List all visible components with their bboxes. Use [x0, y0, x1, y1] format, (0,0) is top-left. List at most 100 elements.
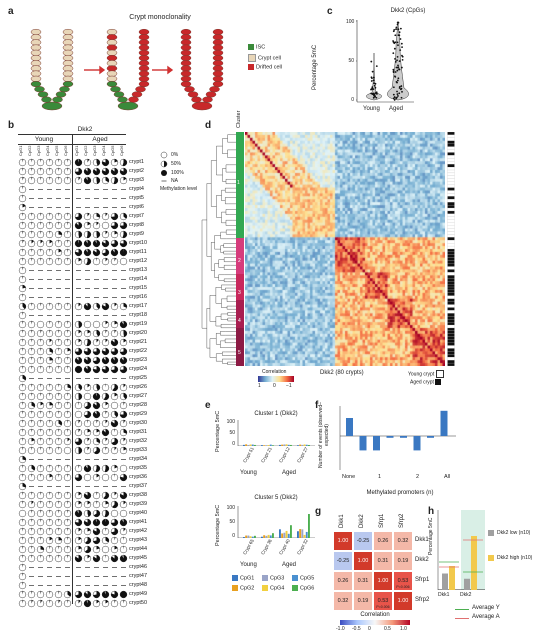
panel-b-cpg-fill — [105, 501, 109, 505]
panel-b-cpg-fill — [114, 321, 118, 325]
panel-b-cpg-fill — [40, 492, 42, 496]
panel-b-cpg-header: CpG4 — [45, 145, 50, 156]
panel-label-g: g — [315, 506, 322, 517]
age-strip-cell — [447, 137, 455, 141]
panel-b-cpg-fill — [22, 492, 24, 496]
panel-h-bar — [464, 578, 470, 590]
panel-b-cpg-fill — [120, 555, 127, 562]
panel-b-cpg-fill — [40, 249, 42, 253]
panel-e-xlabel: Crypt 36 — [260, 538, 273, 556]
panel-e-bar — [261, 536, 263, 538]
panel-b-cpg-fill — [114, 465, 118, 469]
panel-e-legend-swatch — [292, 585, 298, 591]
panel-b-cpg-fill — [40, 177, 42, 181]
panel-b-cpg-fill — [102, 240, 109, 247]
age-strip-cell — [447, 237, 455, 241]
age-strip-cell — [447, 178, 455, 182]
panel-b-cpg-fill — [123, 384, 126, 388]
panel-b-crypt-label: crypt30 — [129, 420, 148, 426]
panel-b-cpg-fill — [22, 303, 26, 310]
panel-b-cpg-fill — [67, 402, 69, 406]
panel-b-cpg-fill — [78, 537, 82, 541]
panel-b-cpg-fill — [93, 393, 100, 400]
age-strip-cell — [447, 143, 455, 147]
age-strip-cell — [447, 158, 455, 162]
panel-b-cpg-fill — [22, 573, 24, 577]
panel-b-crypt-label: crypt4 — [129, 186, 144, 192]
panel-b-cpg-fill — [105, 537, 109, 543]
panel-b-cpg-fill — [22, 168, 24, 172]
panel-b-cpg-fill — [49, 384, 51, 388]
panel-b-cpg-fill — [49, 438, 51, 442]
panel-d-cluster-2: 2 — [238, 258, 241, 264]
panel-h-line-avg-y-swatch — [455, 609, 469, 610]
age-strip-cell — [447, 342, 455, 346]
age-strip-cell — [447, 219, 455, 223]
panel-g-cell: 0.53 P=0.006 — [393, 571, 413, 591]
panel-g-column-label: Dkk1 — [339, 514, 345, 528]
panel-b-cpg-fill — [58, 402, 60, 406]
age-strip-cell — [447, 354, 455, 358]
age-strip-cell — [447, 166, 455, 171]
panel-b-cpg-fill — [31, 177, 33, 181]
panel-b-cpg-fill — [40, 303, 42, 307]
panel-b-cpg-fill — [22, 501, 24, 505]
panel-b-cpg-fill — [67, 159, 69, 163]
panel-g-cell: 0.32 — [333, 591, 353, 611]
panel-f-xtick: All — [444, 474, 451, 480]
panel-e-bar — [245, 535, 248, 538]
panel-b-cpg-fill — [22, 411, 24, 415]
panel-g-cell: 0.31 — [353, 571, 373, 591]
age-strip-cell — [447, 248, 455, 253]
panel-b-cpg-fill — [49, 222, 51, 226]
panel-b-cpg-fill — [22, 330, 24, 334]
panel-h-xlabel-dkk2: Dkk2 — [460, 592, 472, 598]
panel-b-cpg-fill — [95, 465, 100, 472]
panel-b-cpg-fill — [31, 528, 33, 532]
panel-e-xlabel: Crypt 40 — [278, 538, 291, 556]
panel-b-cpg-fill — [67, 231, 69, 235]
age-strip-cell — [447, 316, 455, 320]
panel-b-cpg-fill — [22, 258, 24, 262]
panel-g-cell: 1.00 — [333, 531, 353, 551]
panel-b-cpg-fill — [75, 366, 82, 373]
panel-b-cpg-fill — [67, 384, 71, 389]
panel-g-row-label: Dkk2 — [415, 557, 429, 563]
age-strip-cell — [447, 322, 455, 326]
panel-b-cpg-fill — [75, 348, 82, 355]
panel-b-cpg-fill — [84, 366, 91, 373]
panel-h-legend-high: Dkk2 high (n10) — [497, 555, 533, 561]
panel-b-cpg-fill — [87, 420, 89, 424]
panel-b-cpg-fill — [123, 393, 127, 400]
panel-b-cpg-fill — [122, 231, 127, 238]
panel-d-age-strip — [447, 132, 455, 366]
panel-b-cpg-fill — [87, 555, 91, 559]
age-strip-cell — [447, 225, 455, 229]
panel-b-cpg-fill — [31, 546, 33, 550]
panel-b-cpg-fill — [40, 222, 42, 226]
age-strip-cell — [447, 146, 455, 150]
age-strip-cell — [447, 149, 455, 153]
panel-b-cpg-fill — [58, 357, 60, 361]
panel-b-cpg-fill — [40, 465, 42, 469]
panel-b-cpg-fill — [40, 501, 42, 505]
panel-b-cpg-fill — [67, 249, 69, 253]
panel-b-cpg-fill — [105, 321, 109, 325]
panel-b-cpg-fill — [84, 168, 91, 175]
panel-b-cpg-fill — [67, 411, 69, 415]
panel-b-legend-50: 50% — [171, 161, 182, 167]
panel-b-cpg-fill — [58, 519, 60, 523]
panel-b-cpg-fill — [93, 348, 100, 355]
panel-b-divider — [72, 134, 73, 604]
panel-g-colorbar-tick: -1.0 — [336, 626, 345, 632]
age-strip-cell — [447, 181, 455, 185]
panel-b-crypt-label: crypt35 — [129, 465, 148, 471]
panel-b-cpg-fill — [87, 501, 91, 505]
panel-b-cpg-fill — [58, 348, 60, 352]
panel-b-cpg-fill — [22, 546, 24, 550]
age-strip-cell — [447, 313, 455, 317]
panel-b-cpg-fill — [111, 168, 118, 175]
age-strip-cell — [447, 243, 455, 247]
panel-b-crypt-label: crypt9 — [129, 231, 144, 237]
panel-b-cpg-fill — [49, 231, 51, 235]
